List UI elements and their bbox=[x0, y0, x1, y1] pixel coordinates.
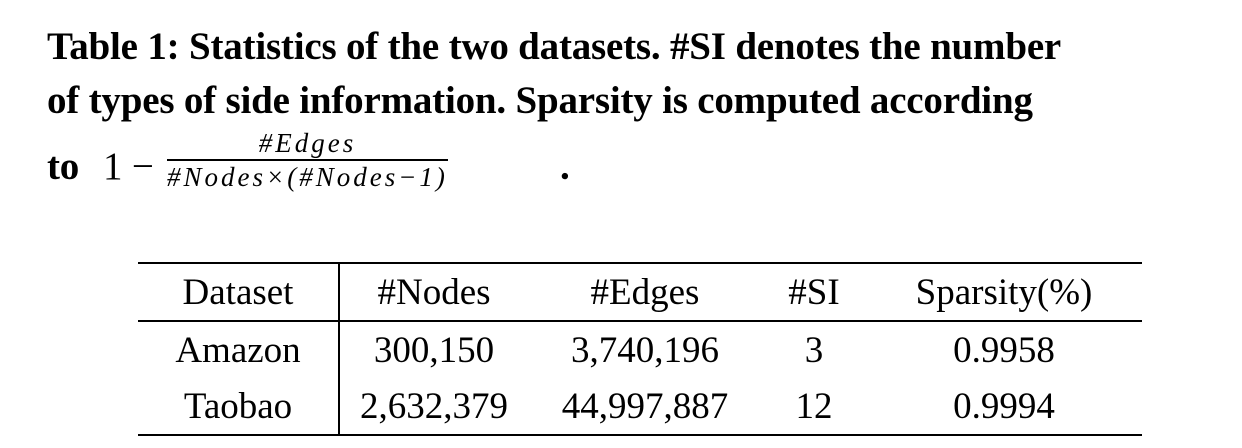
cell-edges: 44,997,887 bbox=[561, 385, 729, 427]
table-header-row: Dataset #Nodes #Edges #SI Sparsity(%) bbox=[138, 263, 1142, 321]
header-edges: #Edges bbox=[590, 271, 700, 313]
cell-nodes: 2,632,379 bbox=[360, 385, 508, 427]
table-row: Taobao 2,632,379 44,997,887 12 0.9994 bbox=[138, 378, 1142, 435]
header-nodes: #Nodes bbox=[377, 271, 491, 313]
cell-sparsity: 0.9958 bbox=[953, 329, 1055, 371]
cell-si: 3 bbox=[804, 329, 824, 371]
caption-to-word: to bbox=[47, 145, 80, 188]
fraction-bar bbox=[167, 159, 448, 161]
table-row: Amazon 300,150 3,740,196 3 0.9958 bbox=[138, 321, 1142, 378]
fraction-denominator: #Nodes×(#Nodes−1) bbox=[167, 162, 448, 192]
formula-one-minus: 1 − bbox=[103, 145, 154, 188]
header-si: #SI bbox=[788, 271, 840, 313]
cell-si: 12 bbox=[795, 385, 833, 427]
table-caption: Table 1: Statistics of the two datasets.… bbox=[47, 20, 1237, 198]
header-dataset: Dataset bbox=[138, 263, 340, 321]
caption-period: . bbox=[560, 145, 570, 188]
caption-line-1: Table 1: Statistics of the two datasets.… bbox=[47, 25, 1062, 68]
fraction-numerator: #Edges bbox=[258, 128, 357, 158]
cell-dataset: Amazon bbox=[138, 321, 340, 378]
sparsity-fraction: #Edges #Nodes×(#Nodes−1) bbox=[167, 128, 448, 192]
dataset-statistics-table: Dataset #Nodes #Edges #SI Sparsity(%) Am… bbox=[138, 262, 1142, 436]
caption-formula-line: to 1 − #Edges #Nodes×(#Nodes−1) . bbox=[47, 128, 1237, 198]
caption-line-2: of types of side information. Sparsity i… bbox=[47, 79, 1033, 122]
cell-dataset: Taobao bbox=[138, 378, 340, 435]
header-sparsity: Sparsity(%) bbox=[915, 271, 1093, 313]
cell-edges: 3,740,196 bbox=[571, 329, 719, 371]
cell-nodes: 300,150 bbox=[373, 329, 495, 371]
cell-sparsity: 0.9994 bbox=[953, 385, 1055, 427]
